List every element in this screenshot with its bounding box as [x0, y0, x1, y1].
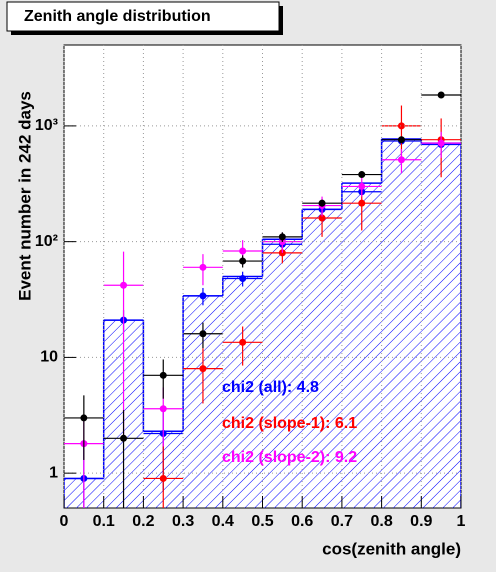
histogram-bar: [302, 209, 342, 508]
data-point: [239, 257, 247, 265]
data-point: [358, 199, 366, 207]
y-tick-label: 10: [40, 349, 58, 366]
data-point: [318, 199, 326, 207]
annotation: chi2 (all): 4.8: [222, 379, 319, 396]
data-point: [239, 275, 247, 283]
data-point: [159, 474, 167, 482]
x-tick-label: 0.6: [291, 513, 313, 530]
data-point: [159, 371, 167, 379]
chart-title: Zenith angle distribution: [24, 8, 211, 25]
x-tick-label: 0.1: [93, 513, 115, 530]
x-tick-label: 0.7: [331, 513, 353, 530]
data-point: [318, 214, 326, 222]
data-point: [239, 247, 247, 255]
x-tick-label: 0.3: [172, 513, 194, 530]
y-tick-label: 10³: [35, 117, 58, 134]
data-point: [199, 330, 207, 338]
plot-content: [64, 91, 461, 508]
histogram-bar: [421, 143, 461, 508]
data-point: [437, 91, 445, 99]
x-axis-title: cos(zenith angle): [322, 539, 461, 558]
x-tick-label: 1: [457, 513, 466, 530]
y-axis-title: Event number in 242 days: [15, 91, 34, 301]
data-point: [437, 139, 445, 147]
annotation: chi2 (slope-2): 9.2: [222, 449, 357, 466]
data-point: [199, 365, 207, 373]
data-point: [358, 171, 366, 179]
histogram-bar: [262, 239, 303, 508]
data-point: [120, 434, 128, 442]
y-tick-label: 1: [49, 464, 58, 481]
annotation: chi2 (slope-1): 6.1: [222, 415, 357, 432]
data-point: [358, 182, 366, 190]
data-point: [397, 156, 405, 164]
data-point: [278, 233, 286, 241]
data-point: [80, 414, 88, 422]
data-point: [397, 136, 405, 144]
histogram-bar: [381, 139, 422, 508]
y-tick-label: 10²: [35, 233, 58, 250]
data-point: [199, 263, 207, 271]
data-point: [120, 281, 128, 289]
x-tick-label: 0: [60, 513, 69, 530]
x-tick-label: 0.9: [410, 513, 432, 530]
data-point: [239, 338, 247, 346]
x-tick-label: 0.8: [370, 513, 392, 530]
x-tick-label: 0.4: [212, 513, 234, 530]
histogram-bar: [341, 183, 382, 508]
histogram-bar: [222, 276, 263, 508]
x-tick-label: 0.5: [251, 513, 273, 530]
title-box: [6, 1, 280, 32]
x-tick-label: 0.2: [132, 513, 154, 530]
data-point: [199, 292, 207, 300]
data-point: [397, 122, 405, 130]
data-point: [159, 405, 167, 413]
